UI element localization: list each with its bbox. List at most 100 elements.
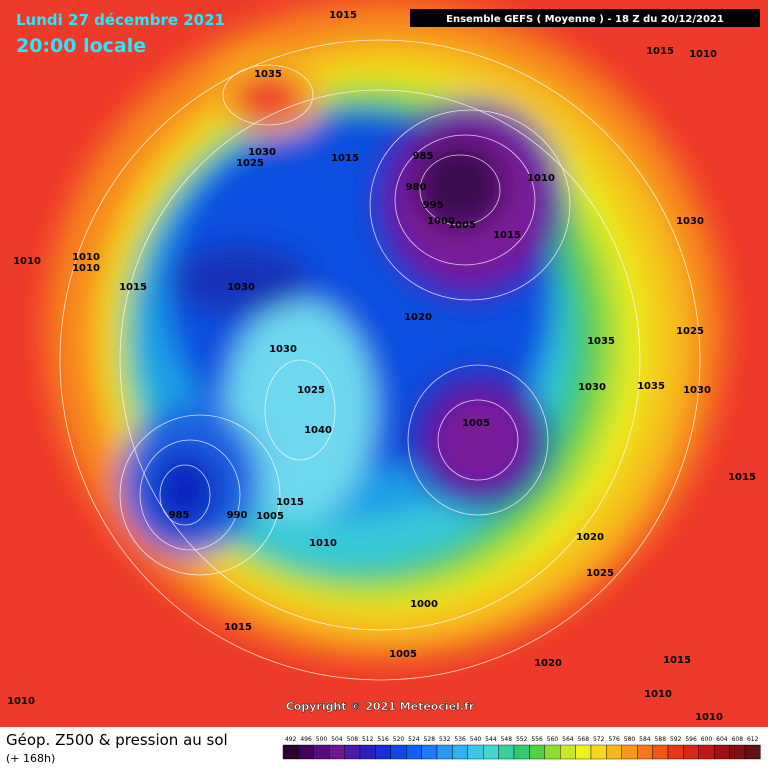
colorbar-tick-label: 608: [732, 736, 744, 743]
isobar-label: 1030: [269, 344, 297, 355]
isobar-label: 1025: [297, 385, 325, 396]
isobar-label: 1015: [493, 230, 521, 241]
colorbar-cell: [436, 744, 453, 760]
colorbar-tick-label: 568: [578, 736, 590, 743]
isobars: [59, 39, 701, 681]
colorbar-cell: [298, 744, 314, 760]
isobar-label: 1015: [276, 497, 304, 508]
colorbar-tick-label: 580: [624, 736, 636, 743]
colorbar-tick-label: 556: [531, 736, 543, 743]
isobar-label: 1030: [578, 382, 606, 393]
isobar-label: 1010: [309, 538, 337, 549]
height-field: [45, 0, 725, 660]
isobar-label: 1010: [7, 696, 35, 707]
colorbar-tick-label: 584: [639, 736, 651, 743]
local-time: 20:00 locale: [16, 35, 146, 57]
lead-time: (+ 168h): [6, 752, 55, 765]
isobar-label: 1035: [254, 69, 282, 80]
isobar-label: 1015: [663, 655, 691, 666]
colorbar-cell: [421, 744, 438, 760]
isobar-label: 985: [169, 510, 190, 521]
colorbar-cell: [452, 744, 468, 760]
colorbar-tick-label: 560: [547, 736, 559, 743]
isobar-label: 1030: [683, 385, 711, 396]
isobar-label: 1015: [646, 46, 674, 57]
colorbar-cell: [513, 744, 530, 760]
isobar-label: 1010: [72, 252, 100, 263]
colorbar-tick-label: 496: [300, 736, 312, 743]
colorbar-cell: [344, 744, 361, 760]
colorbar-tick-label: 500: [316, 736, 328, 743]
colorbar-cell: [390, 744, 407, 760]
colorbar-tick-label: 544: [485, 736, 497, 743]
colorbar-cell: [652, 744, 669, 760]
colorbar-cell: [698, 744, 715, 760]
colorbar-tick-label: 552: [516, 736, 528, 743]
isobar-label: 1000: [427, 216, 455, 227]
colorbar-tick-label: 504: [331, 736, 343, 743]
colorbar-cell: [359, 744, 376, 760]
colorbar-tick-label: 604: [716, 736, 728, 743]
isobar-label: 1005: [389, 649, 417, 660]
run-banner: [410, 9, 760, 27]
isobar-label: 1000: [410, 599, 438, 610]
colorbar-cell: [498, 744, 515, 760]
colorbar-tick-label: 520: [393, 736, 405, 743]
isobar-label: 1010: [72, 263, 100, 274]
colorbar-tick-label: 548: [501, 736, 513, 743]
colorbar-cell: [560, 744, 576, 760]
run-info: Ensemble GEFS ( Moyenne ) - 18 Z du 20/1…: [446, 14, 724, 25]
isobar-label: 1025: [236, 158, 264, 169]
colorbar-tick-label: 596: [685, 736, 697, 743]
colorbar-cell: [329, 744, 345, 760]
isobar-label: 1025: [586, 568, 614, 579]
isobar-label: 1020: [404, 312, 432, 323]
isobar-label: 1015: [224, 622, 252, 633]
isobar-label: 1020: [576, 532, 604, 543]
colorbar-tick-label: 540: [470, 736, 482, 743]
colorbar-tick-label: 492: [285, 736, 297, 743]
colorbar-tick-label: 576: [608, 736, 620, 743]
isobar-label: 1010: [644, 689, 672, 700]
isobar-label: 1005: [448, 220, 476, 231]
isobar-label: 1010: [689, 49, 717, 60]
isobar-label: 1005: [462, 418, 490, 429]
isobar-label: 1030: [248, 147, 276, 158]
colorbar-cell: [575, 744, 592, 760]
colorbar-cell: [667, 744, 684, 760]
colorbar-cell: [529, 744, 546, 760]
colorbar-cell: [621, 744, 638, 760]
colorbar-cell: [313, 744, 330, 760]
isobar-label: 1020: [534, 658, 562, 669]
colorbar: 492 496 500 504 508 512 516 520 524 528 532 536 540 5…: [282, 736, 761, 760]
colorbar-cell: [544, 744, 561, 760]
isobar-label: 1010: [13, 256, 41, 267]
isobar-label: 980: [406, 182, 427, 193]
colorbar-cell: [282, 744, 299, 760]
colorbar-tick-label: 612: [747, 736, 759, 743]
isobar-label: 1030: [676, 216, 704, 227]
colorbar-tick-label: 508: [347, 736, 359, 743]
colorbar-cell: [637, 744, 653, 760]
isobar-label: 1035: [587, 336, 615, 347]
colorbar-cell: [714, 744, 730, 760]
isobar-label: 1010: [695, 712, 723, 723]
colorbar-tick-label: 600: [701, 736, 713, 743]
isobar-label: 1040: [304, 425, 332, 436]
isobar-label: 990: [227, 510, 248, 521]
colorbar-cell: [375, 744, 391, 760]
colorbar-cell: [606, 744, 623, 760]
colorbar-tick-label: 588: [655, 736, 667, 743]
legend-title: Géop. Z500 & pression au sol: [6, 731, 228, 749]
colorbar-cell: [467, 744, 484, 760]
colorbar-tick-label: 592: [670, 736, 682, 743]
isobar-label: 1025: [676, 326, 704, 337]
isobar-label: 1030: [227, 282, 255, 293]
colorbar-tick-label: 528: [424, 736, 436, 743]
copyright: Copyright © 2021 Meteociel.fr: [286, 700, 475, 713]
colorbar-tick-label: 516: [377, 736, 389, 743]
date: Lundi 27 décembre 2021: [16, 11, 225, 29]
colorbar-tick-label: 524: [408, 736, 420, 743]
colorbar-tick-label: 572: [593, 736, 605, 743]
